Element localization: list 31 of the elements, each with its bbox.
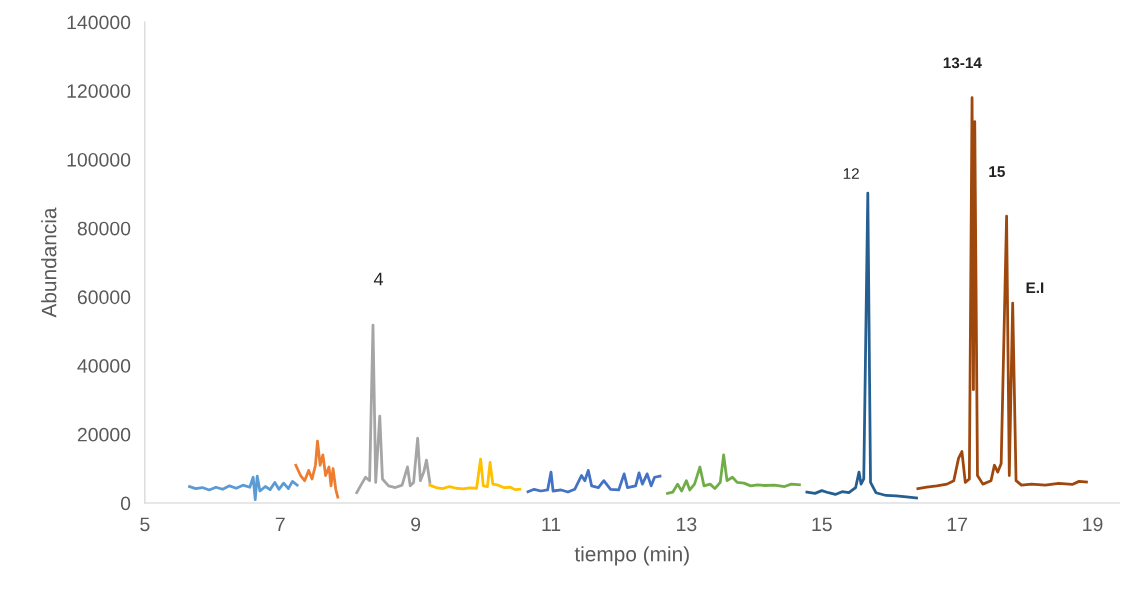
annotation: E.I bbox=[1026, 282, 1044, 293]
x-tick-label: 5 bbox=[140, 517, 150, 532]
y-tick-label: 100000 bbox=[67, 152, 131, 167]
y-tick-label: 140000 bbox=[67, 15, 131, 30]
x-tick-label: 7 bbox=[275, 517, 285, 531]
annotation: 13-14 bbox=[943, 57, 982, 69]
x-tick-label: 11 bbox=[542, 517, 561, 531]
line-series bbox=[294, 439, 340, 499]
annotation: 15 bbox=[989, 166, 1005, 178]
x-tick-label: 15 bbox=[812, 517, 832, 532]
x-tick-label: 19 bbox=[1083, 517, 1103, 532]
y-tick-label: 0 bbox=[120, 496, 131, 511]
y-tick-label: 40000 bbox=[77, 359, 131, 373]
x-axis-title: tiempo (min) bbox=[574, 546, 689, 566]
line-series bbox=[428, 457, 522, 492]
line-series bbox=[916, 96, 1088, 490]
x-tick-label: 9 bbox=[411, 517, 421, 532]
x-tick-label: 13 bbox=[677, 517, 697, 532]
y-axis-title: Abundancia bbox=[41, 207, 57, 318]
x-tick-label: 17 bbox=[947, 517, 968, 531]
line-series bbox=[188, 474, 299, 501]
line-series bbox=[666, 453, 801, 495]
y-tick-label: 120000 bbox=[67, 84, 131, 98]
y-tick-label: 80000 bbox=[77, 221, 131, 236]
annotation: 4 bbox=[373, 272, 384, 286]
y-tick-label: 20000 bbox=[77, 427, 131, 442]
line-series bbox=[355, 323, 432, 495]
line-series bbox=[526, 469, 662, 494]
annotation: 12 bbox=[843, 168, 859, 179]
y-tick-label: 60000 bbox=[77, 290, 131, 305]
line-series bbox=[805, 191, 918, 500]
